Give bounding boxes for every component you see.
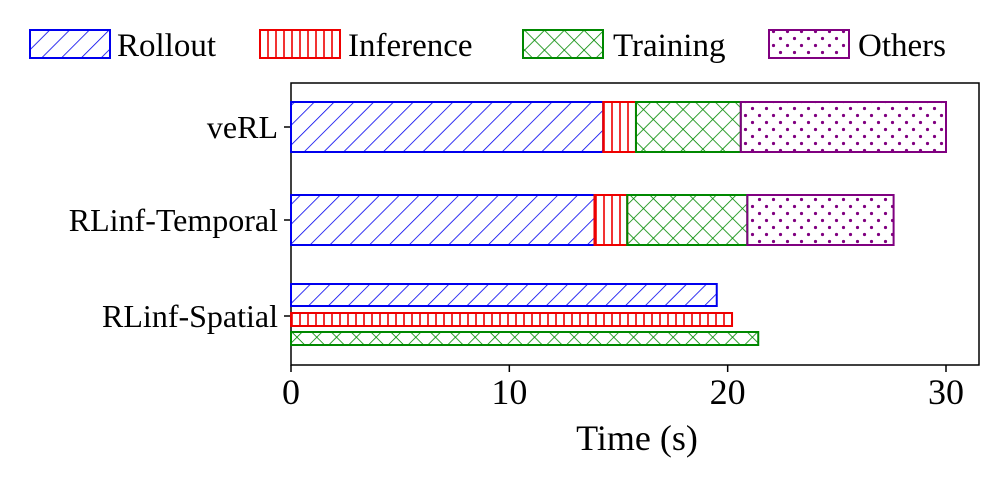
bar-rlinf-temporal-rollout — [290, 194, 596, 246]
legend-item-others: Others — [768, 28, 946, 64]
bar-verl-rollout — [290, 101, 605, 153]
x-tick-label-0: 0 — [282, 372, 300, 412]
y-label-verl: veRL — [207, 109, 278, 145]
x-tick-label-10: 10 — [491, 372, 527, 412]
legend-label-inference: Inference — [348, 28, 473, 64]
x-axis: 0 10 20 30 — [282, 365, 964, 412]
legend-swatch-others — [768, 29, 850, 59]
legend-swatch-inference — [259, 29, 341, 59]
x-tick-label-20: 20 — [710, 372, 746, 412]
legend-label-others: Others — [858, 28, 946, 64]
legend-item-inference: Inference — [259, 28, 473, 64]
bar-rlinf-spatial-inference — [290, 312, 734, 327]
bar-verl-inference — [602, 101, 637, 153]
bar-verl-training — [634, 101, 742, 153]
bar-verl-others — [739, 101, 947, 153]
legend-item-rollout: Rollout — [29, 28, 216, 64]
bar-rlinf-temporal-others — [746, 194, 895, 246]
bars — [290, 101, 947, 346]
x-axis-label: Time (s) — [576, 418, 698, 458]
y-axis: veRL RLinf-Temporal RLinf-Spatial — [69, 109, 291, 334]
legend-label-training: Training — [613, 28, 725, 64]
y-label-rlinf-spatial: RLinf-Spatial — [102, 298, 278, 334]
legend-swatch-training — [522, 29, 604, 59]
bar-rlinf-temporal-inference — [593, 194, 629, 246]
legend-swatch-rollout — [29, 29, 111, 59]
x-tick-label-30: 30 — [928, 372, 964, 412]
legend-item-training: Training — [522, 28, 725, 64]
bar-rlinf-spatial-training — [290, 331, 760, 346]
legend: Rollout Inference Training Others — [29, 28, 946, 64]
y-label-rlinf-temporal: RLinf-Temporal — [69, 202, 278, 238]
bar-rlinf-temporal-training — [626, 194, 749, 246]
legend-label-rollout: Rollout — [117, 28, 216, 64]
bar-rlinf-spatial-rollout — [290, 283, 718, 307]
